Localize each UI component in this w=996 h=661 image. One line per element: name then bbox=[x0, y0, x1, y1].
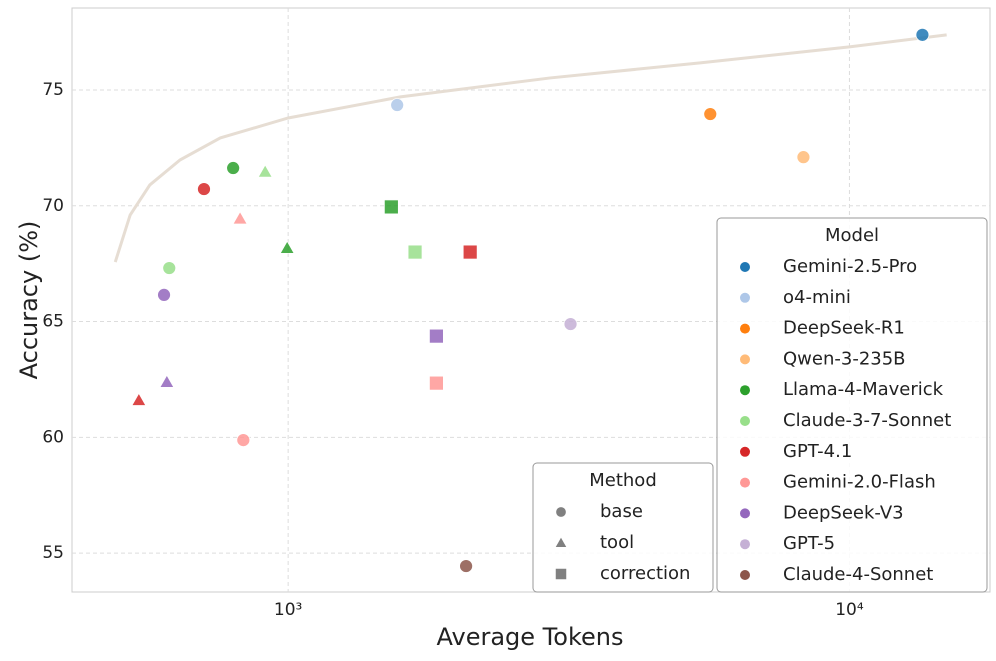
legend-label: correction bbox=[600, 563, 690, 584]
legend-marker bbox=[740, 292, 750, 303]
legend-label: tool bbox=[600, 532, 634, 553]
legend-marker bbox=[740, 416, 750, 426]
point bbox=[162, 261, 177, 275]
legend-box bbox=[532, 462, 714, 593]
point bbox=[383, 199, 399, 215]
legend-label: Qwen-3-235B bbox=[783, 348, 906, 369]
point bbox=[279, 240, 295, 254]
point bbox=[390, 98, 405, 112]
legend-marker bbox=[740, 354, 750, 365]
point bbox=[563, 317, 578, 331]
y-tick-label: 65 bbox=[42, 312, 64, 332]
point bbox=[459, 559, 473, 573]
legend-label: DeepSeek-R1 bbox=[783, 318, 905, 339]
point bbox=[915, 27, 930, 42]
y-axis-label: Accuracy (%) bbox=[15, 221, 43, 380]
legend-label: o4-mini bbox=[783, 287, 851, 308]
point bbox=[462, 244, 478, 260]
point bbox=[236, 433, 251, 447]
legend-marker bbox=[740, 446, 750, 457]
legend-label: base bbox=[600, 501, 643, 522]
y-tick-label: 60 bbox=[42, 427, 64, 447]
point bbox=[131, 392, 147, 406]
legend-label: GPT-4.1 bbox=[783, 441, 852, 462]
y-tick-label: 70 bbox=[42, 196, 64, 216]
legend-title: Model bbox=[825, 225, 879, 246]
legend-marker bbox=[740, 477, 750, 488]
y-tick-label: 55 bbox=[42, 543, 64, 563]
legend-marker bbox=[555, 568, 567, 580]
legend-marker bbox=[740, 262, 750, 272]
point bbox=[428, 375, 444, 391]
point bbox=[796, 150, 811, 165]
point bbox=[197, 182, 211, 196]
point bbox=[226, 161, 241, 175]
x-tick-label: 10⁴ bbox=[835, 600, 864, 620]
trend-line bbox=[113, 33, 947, 263]
legend-label: GPT-5 bbox=[783, 533, 835, 554]
legend-box bbox=[716, 217, 988, 593]
legend-label: Claude-4-Sonnet bbox=[783, 564, 933, 585]
point bbox=[257, 164, 273, 178]
legend-marker bbox=[740, 570, 750, 580]
legend-title: Method bbox=[589, 470, 657, 491]
point bbox=[232, 210, 248, 225]
point bbox=[703, 107, 718, 121]
legend-label: DeepSeek-V3 bbox=[783, 502, 904, 523]
legend-marker bbox=[740, 385, 750, 396]
legend-label: Llama-4-Maverick bbox=[783, 379, 944, 400]
x-tick-label: 10³ bbox=[274, 600, 302, 620]
legend-marker bbox=[556, 507, 566, 517]
point bbox=[428, 328, 444, 344]
x-axis-label: Average Tokens bbox=[437, 623, 624, 651]
legend-marker bbox=[740, 539, 750, 550]
legend-marker bbox=[555, 537, 567, 547]
legend-label: Gemini-2.5-Pro bbox=[783, 256, 917, 277]
legend-label: Claude-3-7-Sonnet bbox=[783, 410, 951, 431]
legend-label: Gemini-2.0-Flash bbox=[783, 472, 936, 493]
y-tick-label: 75 bbox=[42, 80, 64, 100]
legend-marker bbox=[740, 323, 750, 334]
legend-marker bbox=[740, 508, 750, 519]
point bbox=[157, 288, 171, 302]
point bbox=[407, 244, 423, 260]
point bbox=[159, 374, 175, 388]
